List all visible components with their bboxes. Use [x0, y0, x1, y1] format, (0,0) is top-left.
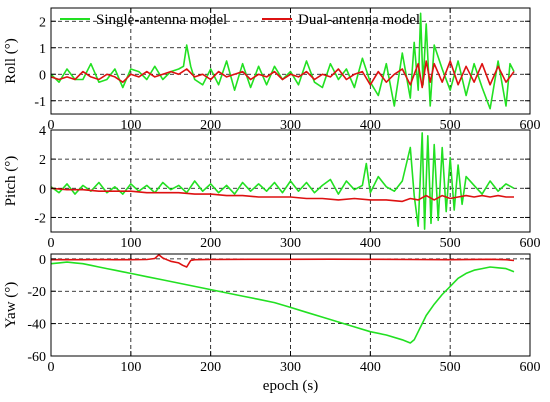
legend: Single-antenna model Dual-antenna model	[60, 12, 420, 28]
x-tick-label: 200	[200, 236, 221, 251]
x-tick-label: 100	[120, 360, 141, 375]
x-tick-label: 500	[440, 360, 461, 375]
y-tick-label: 0	[39, 253, 46, 268]
y-tick-label: 2	[39, 153, 46, 168]
series-line-single-antenna	[51, 261, 515, 344]
x-tick-label: 100	[120, 236, 141, 251]
series-line-dual-antenna	[51, 187, 514, 203]
x-tick-label: 400	[360, 118, 381, 133]
y-tick-label: 4	[39, 124, 46, 139]
x-tick-label: 300	[280, 360, 301, 375]
x-tick-label: 300	[280, 236, 301, 251]
y-axis-label: Pitch (°)	[3, 156, 19, 207]
y-tick-label: -20	[27, 285, 46, 300]
x-tick-label: 200	[200, 360, 221, 375]
x-tick-label: 0	[48, 236, 55, 251]
series-line-dual-antenna	[51, 254, 515, 268]
y-tick-label: 1	[39, 42, 46, 57]
series-line-single-antenna	[51, 12, 515, 110]
x-tick-label: 200	[200, 118, 221, 133]
x-tick-label: 400	[360, 236, 381, 251]
y-tick-label: 0	[39, 182, 46, 197]
x-tick-label: 0	[48, 118, 55, 133]
x-tick-label: 300	[280, 118, 301, 133]
x-tick-label: 500	[440, 236, 461, 251]
y-tick-label: 0	[39, 68, 46, 83]
x-axis-label: epoch (s)	[263, 378, 318, 394]
legend-label: Dual-antenna model	[298, 12, 420, 28]
y-tick-label: -60	[27, 350, 46, 365]
panel-3: 0 100 200 300 400 500 600 -60 -40 -20 0 Yaw (°) epoc…	[3, 253, 541, 394]
x-tick-label: 600	[520, 118, 541, 133]
x-tick-label: 100	[120, 118, 141, 133]
y-tick-label: -40	[27, 318, 46, 333]
x-tick-label: 0	[48, 360, 55, 375]
x-tick-label: 500	[440, 118, 461, 133]
series-line-single-antenna	[51, 132, 515, 230]
y-tick-label: -1	[34, 95, 46, 110]
y-axis-label: Yaw (°)	[3, 282, 19, 329]
y-axis-label: Roll (°)	[3, 38, 19, 84]
x-tick-label: 400	[360, 360, 381, 375]
series-line-dual-antenna	[51, 60, 515, 89]
x-tick-label: 600	[520, 360, 541, 375]
x-tick-label: 600	[520, 236, 541, 251]
legend-label: Single-antenna model	[96, 12, 227, 28]
y-tick-label: 2	[39, 15, 46, 30]
y-tick-label: -2	[34, 211, 46, 226]
